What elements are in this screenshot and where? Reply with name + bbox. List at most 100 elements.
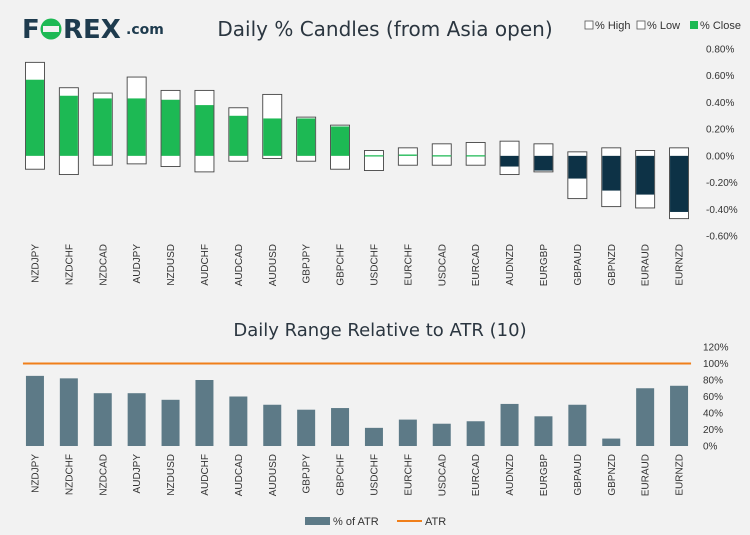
atr-chart-title: Daily Range Relative to ATR (10): [233, 320, 526, 341]
candle-close-bar: [25, 79, 44, 156]
candle-eurcad: [465, 142, 486, 166]
candle-x-tick-label: EURAUD: [641, 244, 652, 286]
atr-x-axis: NZDJPY NZDCHF NZDCAD AUDJPY NZDUSD AUDCHF AUDC…: [30, 454, 685, 497]
legend-low-label: % Low: [647, 20, 680, 32]
candle-audjpy: [126, 76, 147, 165]
atr-x-tick-label: AUDUSD: [268, 454, 279, 496]
candle-gbpchf: [330, 124, 350, 170]
atr-y-tick-label: 120%: [703, 343, 729, 354]
logo-letter-f: F: [22, 15, 40, 45]
candle-close-bar: [500, 155, 519, 167]
atr-x-tick-label: AUDCAD: [234, 454, 245, 496]
candle-close-bar: [602, 155, 621, 191]
atr-x-tick-label: NZDJPY: [30, 454, 41, 493]
atr-x-tick-label: NZDCHF: [64, 454, 75, 495]
atr-x-tick-label: USDCHF: [369, 454, 380, 496]
candle-x-tick-label: AUDCHF: [200, 244, 211, 286]
candle-x-tick-label: GBPAUD: [573, 244, 584, 286]
candle-x-tick-label: NZDUSD: [166, 244, 177, 286]
candle-y-tick-label: -0.60%: [706, 232, 738, 243]
candle-y-tick-label: 0.00%: [706, 151, 734, 162]
candle-x-tick-label: EURCAD: [471, 244, 482, 286]
candle-x-tick-label: GBPNZD: [607, 244, 618, 286]
candle-range-box: [431, 143, 452, 166]
atr-bar-audchf: [195, 380, 214, 446]
candle-x-tick-label: NZDJPY: [30, 244, 41, 283]
atr-bar-audusd: [263, 404, 282, 446]
candle-eurnzd: [669, 147, 689, 220]
candle-euraud: [635, 150, 656, 209]
candle-y-tick-label: 0.40%: [706, 98, 734, 109]
atr-bar-audnzd: [500, 403, 519, 446]
atr-bar-eurgbp: [534, 416, 553, 446]
legend-atr-line-label: ATR: [425, 516, 446, 528]
candle-x-tick-label: EURGBP: [539, 244, 550, 287]
candle-eurgbp: [533, 143, 554, 173]
candle-gbpaud: [567, 151, 588, 200]
legend-atr-pct-swatch: [305, 517, 330, 525]
atr-y-tick-label: 60%: [703, 392, 723, 403]
atr-x-tick-label: AUDCHF: [200, 454, 211, 496]
legend-atr-pct-label: % of ATR: [333, 516, 379, 528]
candle-range-box: [397, 147, 418, 166]
atr-x-tick-label: USDCAD: [437, 454, 448, 496]
candle-close-bar: [331, 126, 350, 156]
atr-y-tick-label: 100%: [703, 359, 729, 370]
candle-close-bar: [229, 115, 248, 156]
candle-x-tick-label: NZDCAD: [98, 244, 109, 286]
candle-y-tick-label: -0.20%: [706, 178, 738, 189]
atr-x-tick-label: GBPCHF: [336, 454, 347, 496]
atr-bar-usdchf: [364, 427, 383, 446]
candle-close-bar: [263, 118, 282, 156]
atr-y-tick-label: 80%: [703, 376, 723, 387]
candle-x-tick-label: GBPCHF: [336, 244, 347, 286]
atr-bar-nzdjpy: [25, 375, 44, 446]
atr-bar-euraud: [636, 388, 655, 446]
legend-high-swatch: [584, 20, 594, 30]
atr-y-tick-label: 0%: [703, 442, 718, 453]
atr-x-tick-label: GBPAUD: [573, 454, 584, 496]
legend-close-swatch: [690, 21, 698, 29]
atr-y-tick-label: 40%: [703, 409, 723, 420]
legend-close-label: % Close: [700, 20, 741, 32]
logo-o-icon: [40, 18, 62, 40]
logo-letters-rex: REX: [63, 15, 121, 45]
atr-x-tick-label: EURCHF: [403, 454, 414, 496]
candle-nzdusd: [160, 89, 181, 167]
atr-bar-audjpy: [127, 393, 146, 446]
candle-x-tick-label: EURNZD: [675, 244, 686, 286]
candle-close-bar: [161, 99, 180, 156]
candle-close-bar: [670, 155, 689, 212]
atr-legend: % of ATR ATR: [305, 516, 446, 528]
candle-close-bar: [534, 155, 553, 171]
candle-x-tick-label: EURCHF: [403, 244, 414, 286]
candle-x-tick-label: AUDUSD: [268, 244, 279, 286]
candle-x-tick-label: NZDCHF: [64, 244, 75, 285]
atr-bar-gbpjpy: [297, 409, 316, 446]
candle-nzdjpy: [25, 61, 45, 170]
candle-close-bar: [398, 154, 417, 156]
atr-y-tick-label: 20%: [703, 425, 723, 436]
candle-nzdchf: [58, 87, 79, 176]
atr-bar-plot: [22, 362, 692, 446]
atr-bar-eurnzd: [670, 385, 689, 446]
logo-dotcom: .com: [126, 22, 164, 38]
atr-bar-eurcad: [466, 421, 485, 446]
candle-audchf: [194, 89, 215, 173]
candle-legend: % High % Low % Close: [584, 20, 741, 32]
candle-plot: [25, 61, 689, 220]
candle-x-axis: NZDJPY NZDCHF NZDCAD AUDJPY NZDUSD AUDCHF AUDC…: [30, 244, 685, 287]
atr-x-tick-label: EURCAD: [471, 454, 482, 496]
candle-close-bar: [59, 95, 78, 156]
atr-x-tick-label: EURNZD: [675, 454, 686, 496]
candle-usdcad: [431, 143, 452, 166]
candle-range-box: [364, 150, 384, 171]
atr-x-tick-label: NZDUSD: [166, 454, 177, 496]
candle-close-bar: [636, 155, 655, 195]
atr-x-tick-label: AUDNZD: [505, 454, 516, 496]
atr-bar-nzdcad: [93, 393, 112, 446]
candle-x-tick-label: AUDCAD: [234, 244, 245, 286]
candle-y-tick-label: -0.40%: [706, 205, 738, 216]
